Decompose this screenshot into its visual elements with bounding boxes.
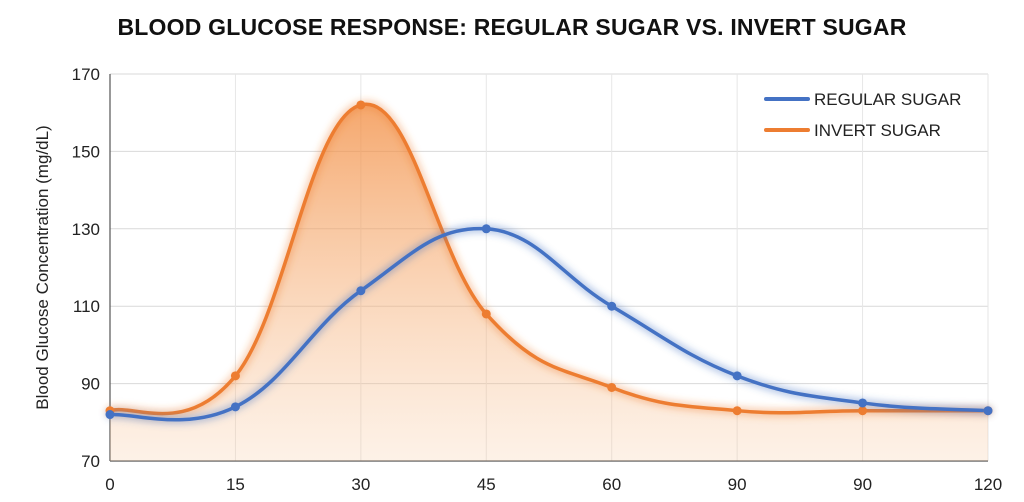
invert-sugar-point bbox=[481, 309, 491, 319]
regular-sugar-point bbox=[732, 371, 742, 381]
regular-sugar-point bbox=[858, 398, 868, 408]
x-tick-label: 90 bbox=[728, 475, 747, 494]
tick-labels: 70 90 110 130 150 170 0 15 30 45 60 90 90 120 Blood Gl… bbox=[33, 65, 1002, 494]
y-tick-label: 170 bbox=[72, 65, 100, 84]
legend: REGULAR SUGAR INVERT SUGAR bbox=[762, 90, 961, 140]
invert-sugar-point bbox=[607, 382, 617, 392]
data-points bbox=[105, 100, 993, 420]
x-tick-label: 60 bbox=[602, 475, 621, 494]
y-tick-label: 150 bbox=[72, 142, 100, 161]
invert-sugar-point bbox=[732, 406, 742, 416]
regular-sugar-point bbox=[607, 301, 617, 311]
x-tick-label: 45 bbox=[477, 475, 496, 494]
y-tick-label: 70 bbox=[81, 452, 100, 471]
regular-sugar-point bbox=[481, 224, 491, 234]
y-tick-label: 130 bbox=[72, 220, 100, 239]
x-tick-label: 0 bbox=[105, 475, 114, 494]
y-tick-label: 90 bbox=[81, 375, 100, 394]
regular-sugar-point bbox=[983, 406, 993, 416]
invert-sugar-point bbox=[230, 371, 240, 381]
x-tick-label: 120 bbox=[974, 475, 1002, 494]
y-tick-label: 110 bbox=[73, 297, 100, 316]
invert-sugar-point bbox=[356, 100, 366, 110]
regular-sugar-point bbox=[230, 402, 240, 412]
area-fills bbox=[110, 104, 988, 461]
invert-sugar-point bbox=[858, 406, 868, 416]
legend-label-regular-sugar: REGULAR SUGAR bbox=[814, 90, 961, 109]
x-tick-label: 15 bbox=[226, 475, 245, 494]
legend-label-invert-sugar: INVERT SUGAR bbox=[814, 121, 941, 140]
y-axis-label: Blood Glucose Concentration (mg/dL) bbox=[33, 125, 52, 409]
invert-sugar-area bbox=[110, 104, 988, 461]
regular-sugar-point bbox=[105, 410, 115, 420]
regular-sugar-line bbox=[108, 226, 990, 422]
chart-title: BLOOD GLUCOSE RESPONSE: REGULAR SUGAR VS… bbox=[117, 14, 907, 40]
x-tick-label: 30 bbox=[351, 475, 370, 494]
x-tick-label: 90 bbox=[853, 475, 872, 494]
regular-sugar-point bbox=[356, 286, 366, 296]
